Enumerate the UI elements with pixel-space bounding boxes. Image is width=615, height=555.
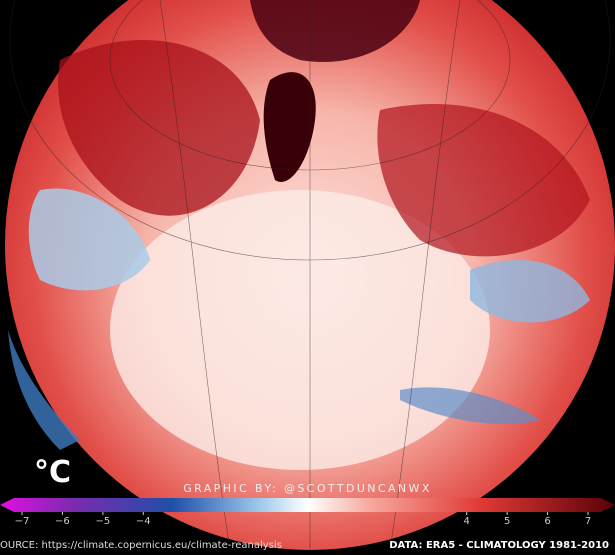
colorbar-tick-label: −4 [136, 516, 151, 527]
data-note: DATA: ERA5 - CLIMATOLOGY 1981-2010 [389, 540, 609, 551]
unit-label: °C [34, 455, 72, 490]
colorbar: −7 −6 −5 −4 4 5 6 7 [0, 498, 615, 527]
colorbar-tick-label: −6 [55, 516, 70, 527]
colorbar-tick-label: 5 [504, 516, 510, 527]
colorbar-tick-label: 7 [585, 516, 591, 527]
colorbar-tick-label: −7 [15, 516, 30, 527]
globe [5, 0, 615, 551]
credit: GRAPHIC BY: @SCOTTDUNCANWX [183, 482, 432, 495]
source: OURCE: https://climate.copernicus.eu/cli… [0, 540, 282, 551]
colorbar-tick-label: 4 [464, 516, 470, 527]
colorbar-tick-label: −5 [95, 516, 110, 527]
colorbar-tick-label: 6 [544, 516, 550, 527]
